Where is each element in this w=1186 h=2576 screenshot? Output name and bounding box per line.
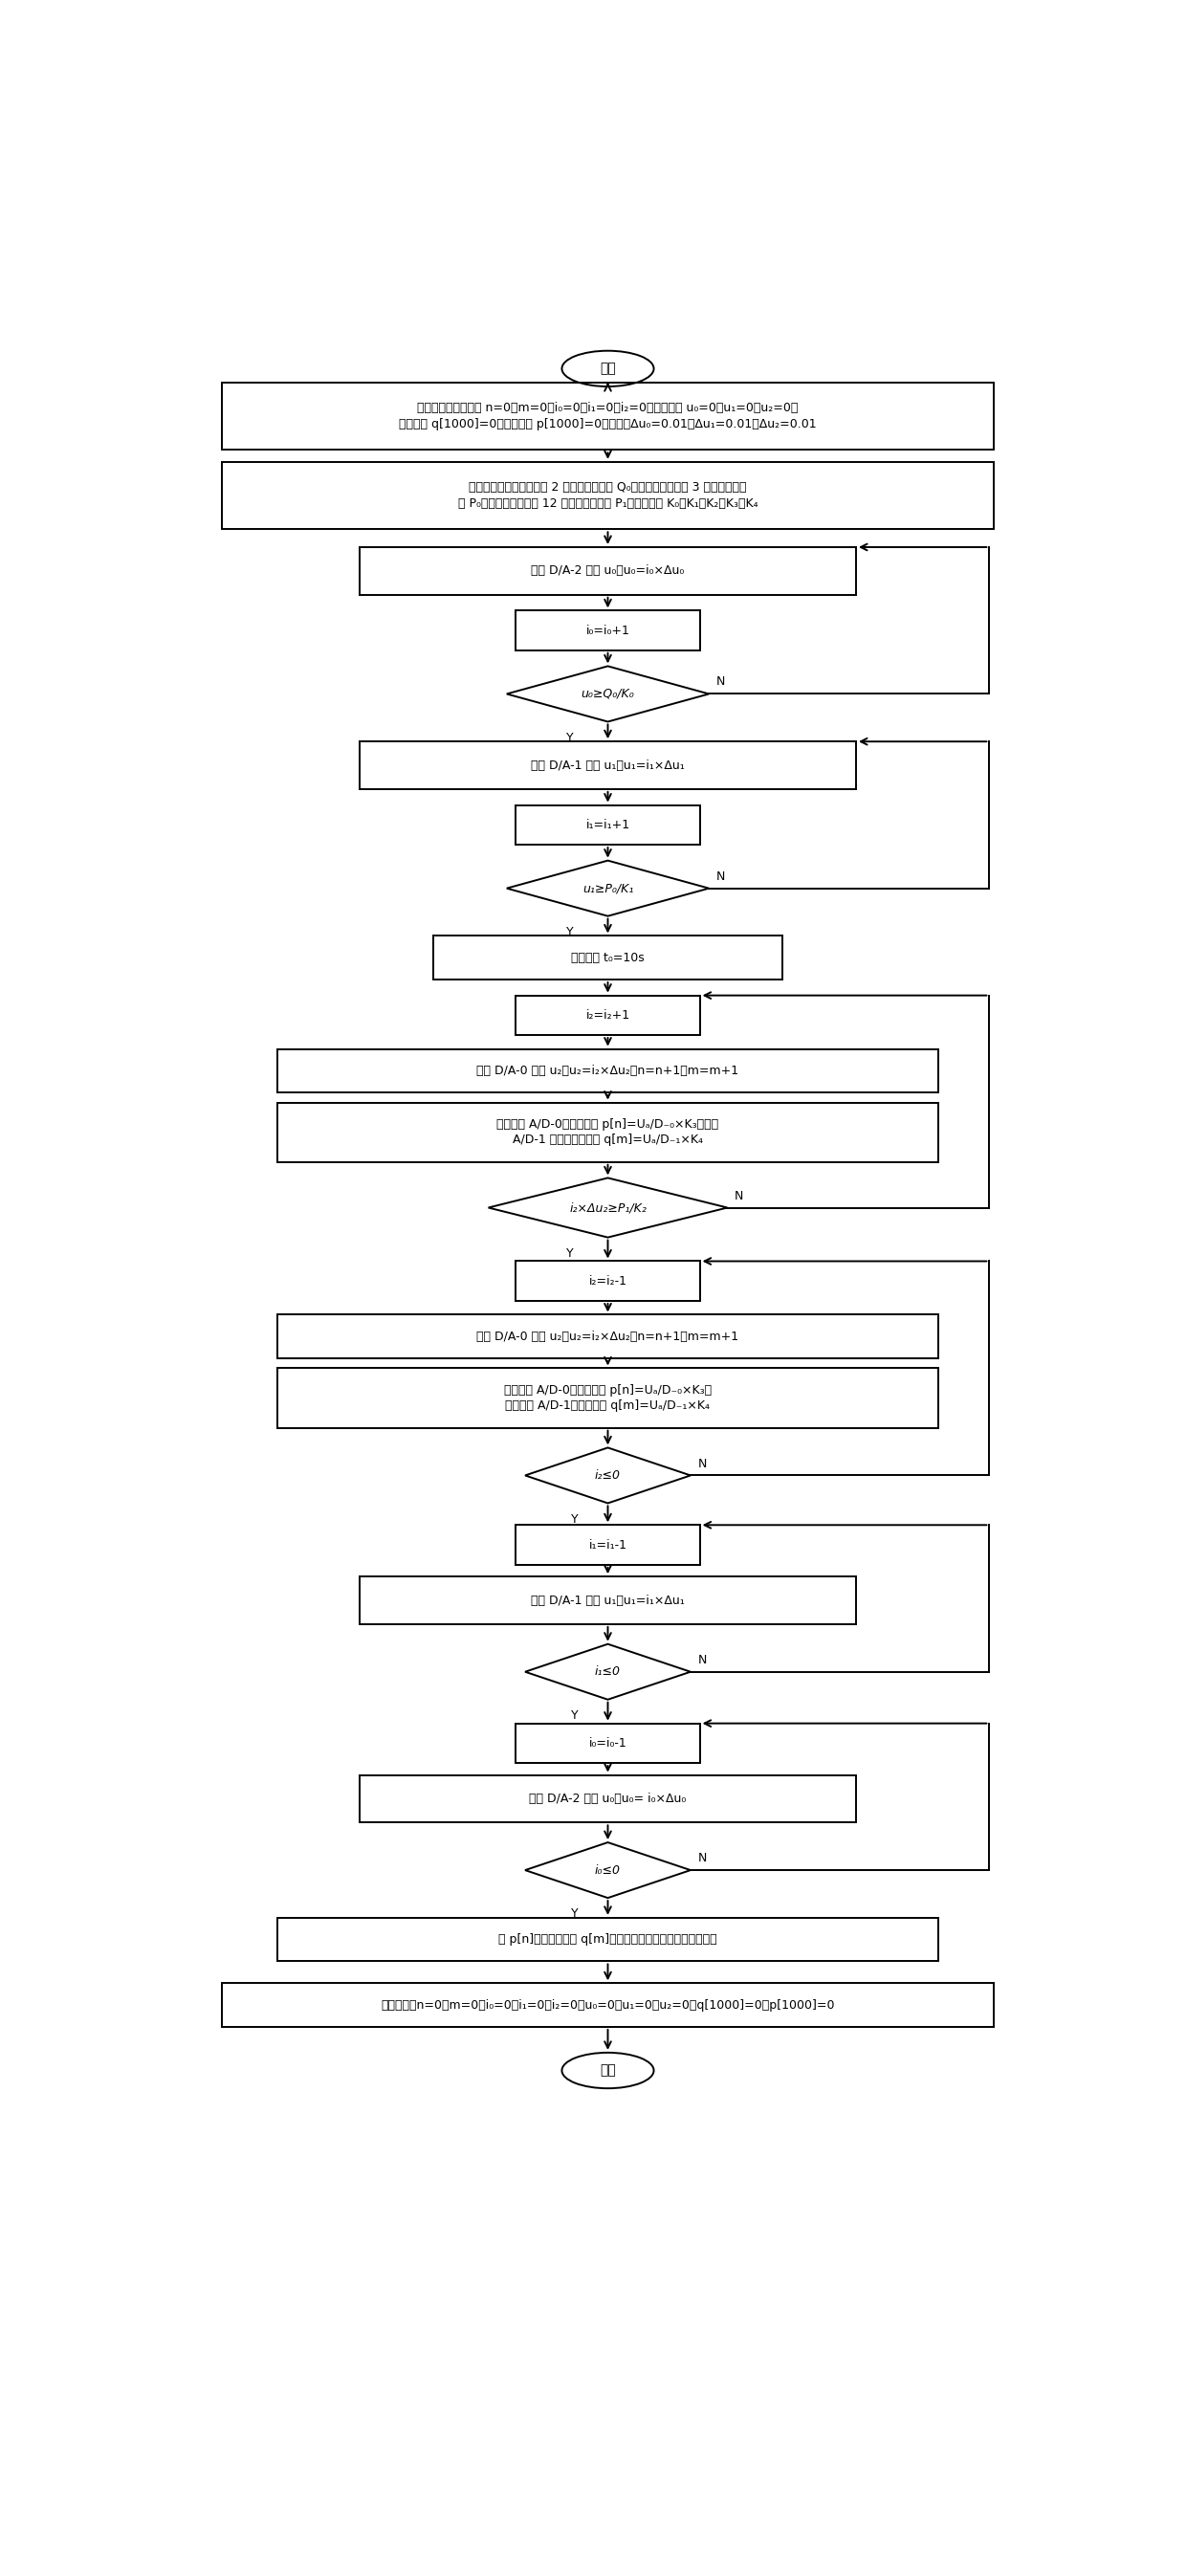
Text: i₂×Δu₂≥P₁/K₂: i₂×Δu₂≥P₁/K₂ [569, 1200, 646, 1213]
Text: i₂≤0: i₂≤0 [595, 1468, 620, 1481]
Text: i₁=i₁-1: i₁=i₁-1 [588, 1538, 627, 1551]
Text: u₁≥P₀/K₁: u₁≥P₀/K₁ [582, 881, 633, 894]
Text: 通道 D/A-1 输出 u₁，u₁=i₁×Δu₁: 通道 D/A-1 输出 u₁，u₁=i₁×Δu₁ [531, 760, 684, 773]
Text: Y: Y [570, 1512, 579, 1525]
Text: i₁=i₁+1: i₁=i₁+1 [586, 819, 630, 832]
Text: 通道 D/A-0 输出 u₂，u₂=i₂×Δu₂，n=n+1，m=m+1: 通道 D/A-0 输出 u₂，u₂=i₂×Δu₂，n=n+1，m=m+1 [477, 1064, 739, 1077]
Text: i₂=i₂+1: i₂=i₂+1 [586, 1010, 630, 1023]
Text: i₁≤0: i₁≤0 [595, 1667, 620, 1677]
Text: 通道 D/A-2 输出 u₀，u₀=i₀×Δu₀: 通道 D/A-2 输出 u₀，u₀=i₀×Δu₀ [531, 564, 684, 577]
Text: N: N [697, 1458, 707, 1471]
Text: 通道 D/A-0 输出 u₂，u₂=i₂×Δu₂，n=n+1，m=m+1: 通道 D/A-0 输出 u₂，u₂=i₂×Δu₂，n=n+1，m=m+1 [477, 1329, 739, 1342]
Text: u₀≥Q₀/K₀: u₀≥Q₀/K₀ [581, 688, 635, 701]
Text: 通道 D/A-1 输出 u₁，u₁=i₁×Δu₁: 通道 D/A-1 输出 u₁，u₁=i₁×Δu₁ [531, 1595, 684, 1607]
Text: 通道 D/A-2 输出 u₀，u₀= i₀×Δu₀: 通道 D/A-2 输出 u₀，u₀= i₀×Δu₀ [529, 1793, 687, 1806]
Text: Y: Y [567, 1247, 574, 1260]
Text: Y: Y [567, 925, 574, 938]
Text: Y: Y [570, 1909, 579, 1919]
Text: i₀=i₀-1: i₀=i₀-1 [588, 1736, 627, 1749]
Text: 初始化变量，计数点 n=0、m=0、i₀=0、i₁=0、i₂=0，控制电压 u₀=0、u₁=0、u₂=0，
实时流量 q[1000]=0，实时压力 p[1000: 初始化变量，计数点 n=0、m=0、i₀=0、i₁=0、i₂=0，控制电压 u₀… [398, 402, 817, 430]
Text: 等待时间 t₀=10s: 等待时间 t₀=10s [572, 951, 644, 963]
Text: 开始: 开始 [600, 363, 616, 376]
Text: N: N [697, 1654, 707, 1667]
Text: 以 p[n]为横坐标，以 q[m]为纵坐标，绘制实时流量特性曲线: 以 p[n]为横坐标，以 q[m]为纵坐标，绘制实时流量特性曲线 [498, 1935, 718, 1945]
Text: 变量复位，n=0、m=0、i₀=0、i₁=0、i₂=0、u₀=0、u₁=0、u₂=0、q[1000]=0、p[1000]=0: 变量复位，n=0、m=0、i₀=0、i₁=0、i₂=0、u₀=0、u₁=0、u₂… [381, 1999, 835, 2012]
Text: i₀=i₀+1: i₀=i₀+1 [586, 623, 630, 636]
Text: Y: Y [570, 1710, 579, 1721]
Text: 扫描通道 A/D-0，计算压力 p[n]=Uₐ/D₋₀×K₃，扫描
A/D-1 通道，计算流量 q[m]=Uₐ/D₋₁×K₄: 扫描通道 A/D-0，计算压力 p[n]=Uₐ/D₋₀×K₃，扫描 A/D-1 … [497, 1118, 719, 1146]
Text: Y: Y [567, 732, 574, 744]
Text: N: N [697, 1852, 707, 1865]
Text: 结束: 结束 [600, 2063, 616, 2076]
Text: 读取设置值，比例变量泵 2 的最大输出流量 Q₀、第一比例溢流阀 3 的最大控制压
力 P₀、第二比例溢流阀 12 的最大控制压力 P₁、比例系数 K₀、K₁、: 读取设置值，比例变量泵 2 的最大输出流量 Q₀、第一比例溢流阀 3 的最大控制… [458, 482, 758, 510]
Text: N: N [716, 675, 726, 688]
Text: i₀≤0: i₀≤0 [595, 1865, 620, 1875]
Text: 扫描通道 A/D-0，计算压力 p[n]=Uₐ/D₋₀×K₃，
扫描通道 A/D-1，计算流量 q[m]=Uₐ/D₋₁×K₄: 扫描通道 A/D-0，计算压力 p[n]=Uₐ/D₋₀×K₃， 扫描通道 A/D… [504, 1383, 712, 1412]
Text: N: N [734, 1190, 744, 1203]
Text: i₂=i₂-1: i₂=i₂-1 [588, 1275, 627, 1288]
Text: N: N [716, 871, 726, 884]
